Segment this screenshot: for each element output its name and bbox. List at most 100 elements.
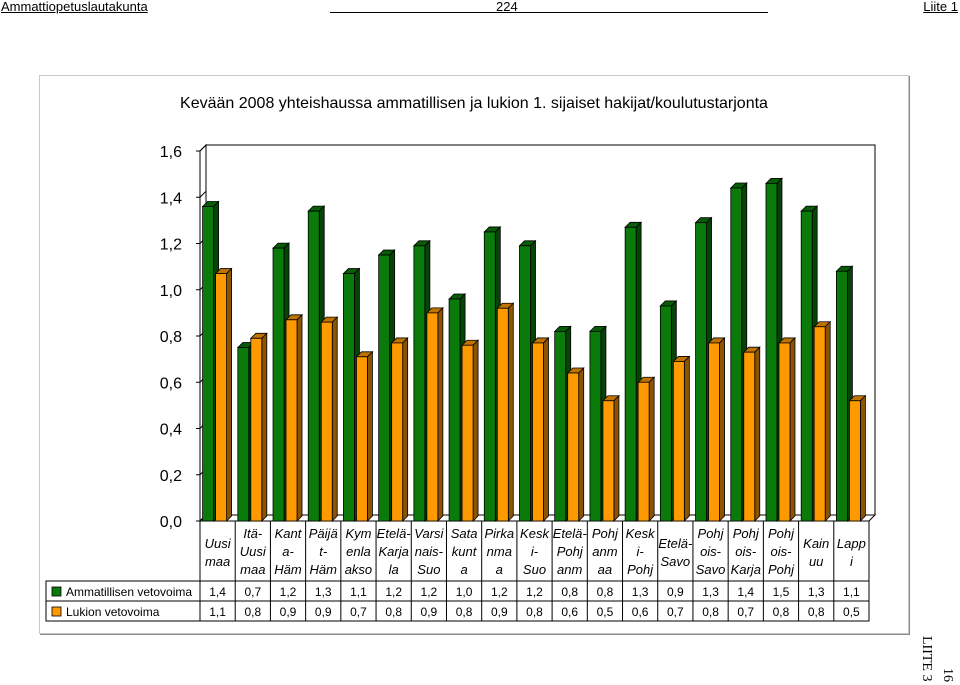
category-label: Pohj [698, 526, 725, 541]
bar-side [789, 336, 796, 522]
category-label: Pohj [557, 544, 584, 559]
data-label: 1,4 [737, 585, 754, 599]
lukio-bar [602, 400, 615, 522]
bar-chart: Kevään 2008 yhteishaussa ammatillisen ja… [45, 95, 877, 622]
lukio-bar [708, 342, 720, 522]
category-label: Lapp [837, 536, 866, 551]
y-tick-label: 0,8 [160, 329, 182, 346]
legend-series-name: Ammatillisen vetovoima [66, 585, 192, 599]
y-tick-label: 1,4 [160, 190, 182, 207]
header-organization: Ammattiopetuslautakunta [1, 0, 148, 14]
bar-side [367, 350, 373, 522]
category-label: maa [205, 554, 230, 569]
category-label: maa [240, 562, 265, 577]
lukio-bar [250, 337, 263, 522]
lukio-bar [813, 326, 826, 522]
y-tick-depth [199, 190, 207, 198]
category-label: Uusi [240, 544, 267, 559]
category-label: Pohj [733, 526, 760, 541]
lukio-bar [320, 321, 333, 522]
data-label: 1,2 [385, 585, 402, 599]
bar-side [331, 316, 338, 522]
ammatillinen-bar [730, 187, 743, 522]
data-label: 0,9 [315, 605, 332, 619]
ammatillinen-bar [554, 330, 567, 522]
data-label: 0,6 [561, 605, 578, 619]
category-label: Savo [661, 554, 691, 569]
bar-side [507, 302, 514, 522]
y-tick-label: 0,6 [160, 375, 182, 392]
ammatillinen-bar [695, 222, 707, 522]
header-page-number: 224 [496, 0, 518, 14]
header-attachment: Liite 1 [923, 0, 958, 14]
category-label: Pohj [592, 526, 619, 541]
category-label: Kain [803, 536, 829, 551]
ammatillinen-bar [202, 206, 215, 522]
data-label: 1,2 [491, 585, 508, 599]
category-label: i- [531, 544, 539, 559]
legend-swatch-ammatillinen [51, 586, 62, 597]
legend-swatch-lukio [51, 606, 62, 617]
data-label: 1,3 [808, 585, 825, 599]
category-label: i- [637, 544, 645, 559]
ammatillinen-bar [800, 210, 813, 522]
y-tick-label: 0,0 [160, 514, 182, 531]
chart-area: Kevään 2008 yhteishaussa ammatillisen ja… [39, 75, 909, 634]
data-label: 1,2 [280, 585, 297, 599]
ammatillinen-bar [624, 226, 637, 522]
data-label: 0,7 [737, 605, 754, 619]
header-rule [330, 12, 768, 13]
category-label: Kesk [520, 526, 550, 541]
lukio-bar [356, 356, 368, 522]
category-label: enla [346, 544, 371, 559]
data-label: 0,8 [561, 585, 578, 599]
bar-side [226, 267, 233, 522]
category-label: ois- [735, 544, 757, 559]
data-label: 0,9 [421, 605, 438, 619]
bar-side [719, 336, 725, 522]
y-tick-label: 0,4 [160, 422, 182, 439]
y-tick-label: 0,2 [160, 468, 182, 485]
lukio-bar [285, 319, 298, 522]
data-label: 1,1 [843, 585, 860, 599]
data-label: 0,8 [456, 605, 473, 619]
category-label: Etelä- [377, 526, 412, 541]
lukio-bar [215, 273, 228, 522]
category-label: Pirka [484, 526, 514, 541]
page-header: Ammattiopetuslautakunta 224 Liite 1 [0, 0, 960, 16]
lukio-bar [461, 344, 474, 522]
data-label: 0,7 [350, 605, 367, 619]
data-label: 1,3 [702, 585, 719, 599]
category-label: Kant [275, 526, 303, 541]
bar-side [613, 394, 620, 522]
legend-series-name: Lukion vetovoima [66, 605, 160, 619]
category-label: ois- [770, 544, 792, 559]
y-tick-label: 1,0 [160, 283, 182, 300]
data-label: 1,1 [209, 605, 226, 619]
data-label: 1,2 [526, 585, 543, 599]
lukio-bar [391, 342, 404, 522]
ammatillinen-bar [307, 210, 320, 522]
category-label: Itä- [243, 526, 262, 541]
category-label: Pohj [627, 562, 654, 577]
ammatillinen-bar [343, 273, 355, 522]
lukio-bar [426, 312, 439, 522]
bar-side [683, 355, 690, 522]
ammatillinen-bar [835, 270, 848, 522]
lukio-bar [848, 400, 861, 522]
category-label: Päijä [309, 526, 338, 541]
bar-side [648, 376, 655, 522]
data-label: 0,9 [491, 605, 508, 619]
category-label: Etelä- [658, 536, 693, 551]
category-label: nma [487, 544, 512, 559]
data-label: 0,6 [632, 605, 649, 619]
ammatillinen-bar [413, 245, 426, 522]
category-label: Karja [378, 544, 408, 559]
category-label: Kesk [626, 526, 656, 541]
side-page-number: 16 [940, 668, 955, 682]
category-label: anm [557, 562, 582, 577]
lukio-bar [743, 351, 756, 522]
bar-side [754, 346, 761, 522]
ammatillinen-bar [589, 330, 602, 522]
category-label: Karja [731, 562, 761, 577]
